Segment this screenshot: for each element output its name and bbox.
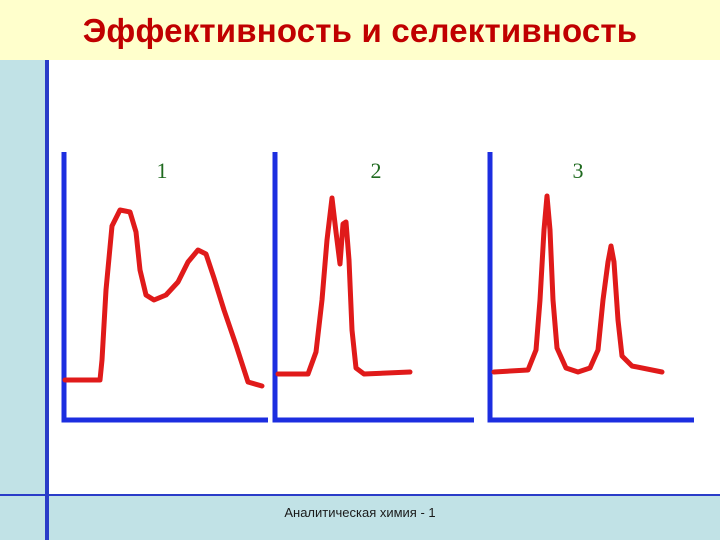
title-bar [0, 0, 720, 60]
panel-3-curve [491, 193, 665, 375]
panel-3-axes [487, 152, 694, 423]
bottom-decor-band [45, 496, 720, 540]
slide-footer: Аналитическая химия - 1 [284, 505, 436, 520]
left-decor-band [0, 60, 45, 540]
panel-2-label: 2 [371, 158, 382, 183]
panel-3: 3 [487, 152, 694, 423]
panel-3-label: 3 [573, 158, 584, 183]
decor-horizontal-line [0, 494, 720, 496]
panel-1-axes [61, 152, 268, 423]
panel-2-curve [275, 195, 413, 377]
panel-1: 1 [61, 152, 268, 423]
panel-2: 2 [272, 152, 474, 423]
decor-vertical-line [45, 60, 49, 540]
panel-1-curve [62, 207, 265, 389]
panel-2-axes [272, 152, 474, 423]
panel-1-label: 1 [157, 158, 168, 183]
slide-title: Эффективность и селективность [82, 12, 638, 49]
